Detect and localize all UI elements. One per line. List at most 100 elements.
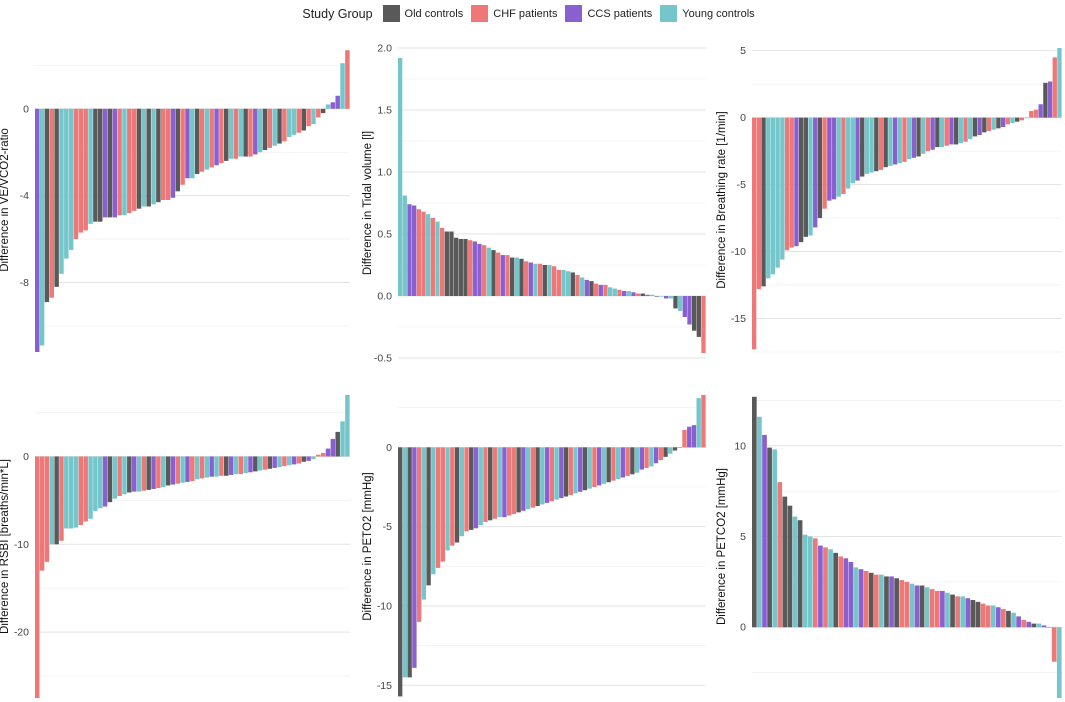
bar — [277, 108, 282, 144]
bar — [272, 456, 277, 468]
bar — [161, 108, 166, 200]
bar — [445, 447, 450, 551]
bar — [575, 274, 580, 296]
bar — [44, 456, 50, 562]
bar — [1026, 621, 1032, 628]
legend-item-ccs-patients: CCS patients — [565, 5, 652, 22]
bar — [645, 294, 650, 296]
bar — [777, 482, 783, 628]
bar — [454, 447, 460, 543]
bar — [615, 447, 621, 480]
bar — [224, 456, 229, 476]
bar — [505, 255, 510, 296]
legend-title: Study Group — [302, 6, 373, 21]
bar — [620, 447, 626, 478]
bar — [1016, 616, 1021, 628]
bar — [306, 108, 311, 127]
bar — [533, 263, 538, 296]
bar — [287, 456, 292, 466]
bar — [301, 456, 306, 462]
bar — [911, 117, 917, 158]
bar — [345, 395, 350, 457]
bar — [325, 448, 331, 457]
bar — [165, 456, 171, 486]
bar — [151, 456, 156, 489]
bar — [449, 231, 454, 296]
y-axis-title: Difference in RSBI [breaths/min*L] — [0, 459, 11, 634]
y-tick-label: 0.5 — [377, 229, 392, 241]
bar — [598, 284, 603, 296]
bar — [701, 296, 706, 354]
bar — [535, 447, 540, 507]
bar — [525, 447, 531, 510]
bar — [794, 117, 799, 247]
bar — [578, 447, 583, 492]
bar — [772, 449, 778, 628]
bar — [823, 547, 828, 628]
bar — [488, 447, 493, 521]
bar — [345, 50, 350, 109]
bar — [1019, 117, 1025, 121]
bar — [209, 456, 214, 477]
bar — [843, 558, 849, 628]
bar — [985, 605, 991, 628]
bar — [464, 447, 469, 532]
bar — [407, 204, 412, 296]
bar — [175, 456, 180, 484]
bar — [540, 447, 545, 505]
bar — [630, 447, 635, 475]
bar — [566, 271, 571, 296]
bar — [858, 569, 864, 628]
bar — [267, 108, 273, 148]
bar — [968, 117, 973, 140]
bar — [511, 447, 517, 514]
bar — [1047, 81, 1053, 118]
bar — [752, 396, 757, 628]
bar — [631, 292, 636, 296]
bar — [122, 108, 127, 216]
bar — [146, 456, 151, 490]
bar — [775, 117, 780, 268]
bar — [73, 456, 79, 528]
bar — [696, 296, 701, 337]
bar — [1051, 627, 1057, 662]
bar — [311, 456, 316, 460]
bar — [102, 456, 108, 507]
bar — [782, 496, 788, 628]
bar — [199, 108, 205, 172]
bar — [412, 447, 417, 668]
bar — [672, 447, 678, 451]
bar — [958, 117, 963, 144]
bar — [1001, 609, 1006, 628]
bar — [950, 594, 955, 628]
bar — [556, 269, 561, 296]
bar — [797, 520, 803, 628]
bar — [88, 108, 93, 224]
bar — [54, 456, 59, 545]
bar — [612, 288, 617, 296]
bar — [892, 117, 898, 165]
bar — [107, 456, 113, 503]
bar — [421, 447, 427, 600]
chart-ve_vco2: 0 -4 -8 Difference in VE/VCO2-ratio — [0, 50, 350, 352]
bar — [542, 265, 547, 296]
bar — [194, 108, 200, 174]
bar — [440, 447, 446, 562]
bar — [316, 108, 321, 118]
bar — [883, 117, 888, 168]
bar — [228, 108, 234, 159]
y-axis-title: Difference in Tidal volume [l] — [362, 131, 374, 275]
bar — [219, 108, 224, 164]
legend-swatch-young-controls — [660, 5, 678, 22]
y-tick-label: -8 — [20, 277, 29, 289]
bar — [869, 117, 874, 173]
bar — [93, 108, 98, 222]
bar — [296, 456, 302, 464]
legend-swatch-ccs-patients — [565, 5, 583, 22]
bar — [435, 447, 441, 568]
bar — [248, 108, 253, 157]
bar — [39, 108, 45, 346]
bar — [944, 117, 949, 146]
bar — [863, 570, 869, 628]
bar — [570, 272, 575, 296]
